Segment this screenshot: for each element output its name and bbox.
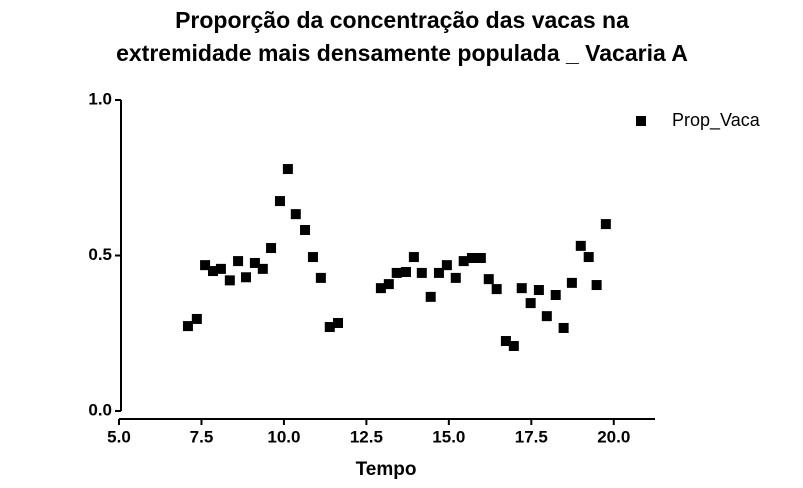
point — [441, 260, 452, 271]
point — [483, 274, 494, 285]
point — [200, 260, 211, 271]
legend-marker — [636, 116, 646, 126]
point — [508, 341, 519, 352]
point — [224, 275, 235, 286]
point — [300, 224, 311, 235]
point — [215, 263, 226, 274]
point — [491, 284, 502, 295]
point — [516, 283, 527, 294]
x-tick-label: 12.5 — [350, 427, 383, 446]
point — [500, 336, 511, 347]
chart-title-line: extremidade mais densamente populada _ V… — [116, 40, 688, 66]
point — [191, 313, 202, 324]
point — [591, 280, 602, 291]
x-tick-label: 17.5 — [515, 427, 548, 446]
point — [575, 240, 586, 251]
point — [600, 219, 611, 230]
legend-label: Prop_Vaca — [672, 110, 761, 131]
point — [583, 252, 594, 263]
y-tick-label: 0.0 — [88, 400, 112, 419]
point — [416, 267, 427, 278]
point — [558, 322, 569, 333]
point — [391, 267, 402, 278]
point — [182, 321, 193, 332]
point — [208, 266, 219, 277]
x-axis-label: Tempo — [356, 459, 417, 480]
point — [249, 257, 260, 268]
x-tick-label: 20.0 — [597, 427, 630, 446]
y-tick-label: 1.0 — [88, 89, 112, 108]
x-tick-label: 7.5 — [190, 427, 214, 446]
point — [475, 252, 486, 263]
point — [233, 256, 244, 267]
point — [408, 252, 419, 263]
point — [282, 164, 293, 175]
point — [433, 267, 444, 278]
point — [400, 266, 411, 277]
point — [266, 243, 277, 254]
point — [425, 291, 436, 302]
point — [525, 298, 536, 309]
point — [315, 272, 326, 283]
x-tick-label: 5.0 — [107, 427, 131, 446]
point — [274, 196, 285, 207]
point — [533, 285, 544, 296]
point — [541, 311, 552, 322]
point — [290, 209, 301, 220]
point — [324, 322, 335, 333]
point — [383, 279, 394, 290]
point — [466, 252, 477, 263]
x-tick-label: 15.0 — [432, 427, 465, 446]
y-tick-label: 0.5 — [88, 245, 112, 264]
point — [566, 277, 577, 288]
point — [307, 252, 318, 263]
point — [450, 272, 461, 283]
chart-title-line: Proporção da concentração das vacas na — [175, 7, 629, 33]
point — [458, 256, 469, 267]
point — [550, 289, 561, 300]
point — [257, 263, 268, 274]
point — [240, 272, 251, 283]
point — [375, 283, 386, 294]
point — [333, 317, 344, 328]
x-tick-label: 10.0 — [267, 427, 300, 446]
